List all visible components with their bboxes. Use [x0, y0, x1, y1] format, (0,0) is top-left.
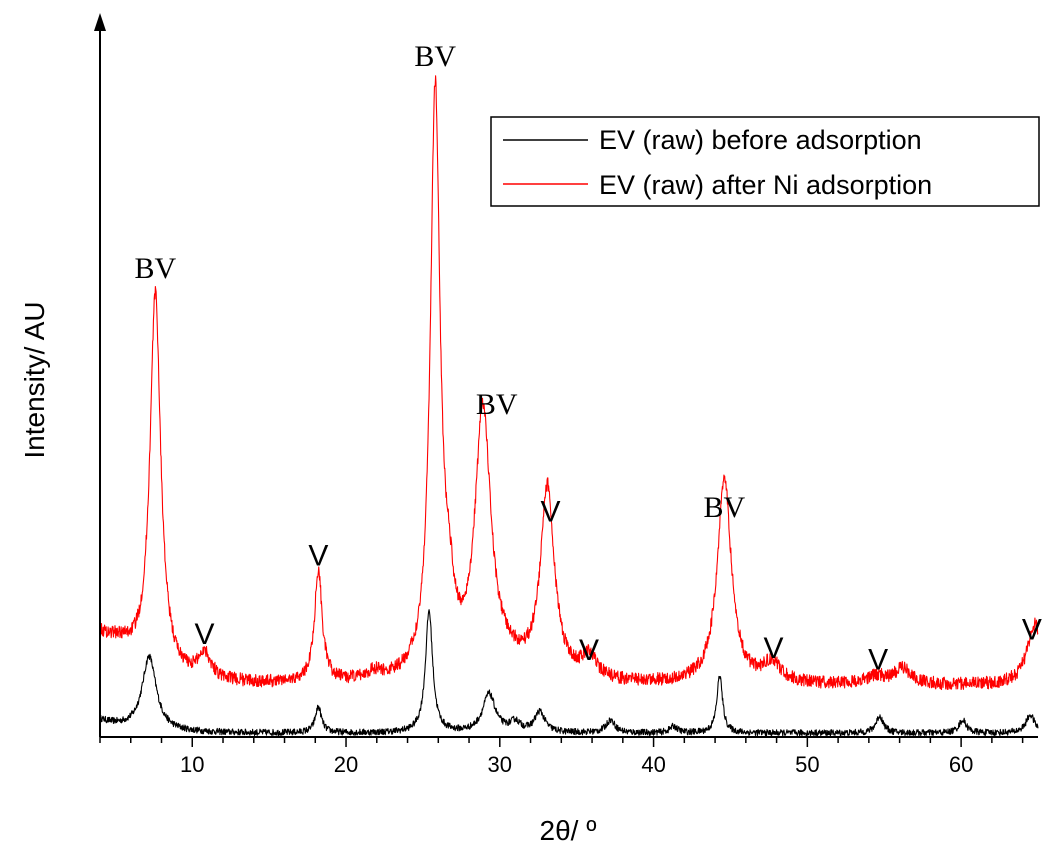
peak-label-v: V: [579, 634, 599, 667]
peak-label-bv: BV: [703, 491, 745, 524]
x-tick-label: 20: [334, 752, 358, 777]
peak-label-v: V: [1022, 613, 1042, 646]
y-axis-title: Intensity/ AU: [19, 301, 50, 458]
legend-label-after: EV (raw) after Ni adsorption: [599, 170, 932, 200]
peak-annotations: BV V V BV BV V V BV V V V: [135, 40, 1042, 676]
x-tick-label: 50: [795, 752, 819, 777]
series-layer: [99, 75, 1039, 737]
y-axis-arrow-icon: [94, 13, 106, 31]
peak-label-bv: BV: [414, 40, 456, 73]
legend-label-before: EV (raw) before adsorption: [599, 125, 922, 155]
x-tick-label: 60: [949, 752, 973, 777]
x-tick-label: 30: [488, 752, 512, 777]
x-ticks: 10 20 30 40 50 60: [99, 737, 1024, 777]
axes: [94, 13, 1038, 738]
x-axis-title: 2θ/ º: [540, 815, 597, 846]
legend: EV (raw) before adsorption EV (raw) afte…: [490, 116, 1040, 207]
peak-label-bv: BV: [476, 388, 518, 421]
peak-label-v: V: [308, 540, 328, 573]
peak-label-v: V: [764, 632, 784, 665]
peak-label-v: V: [868, 644, 888, 677]
peak-label-v: V: [541, 495, 561, 528]
x-tick-label: 40: [641, 752, 665, 777]
series-line-after: [99, 75, 1039, 691]
peak-label-v: V: [195, 618, 215, 651]
x-tick-label: 10: [180, 752, 204, 777]
peak-label-bv: BV: [135, 252, 177, 285]
legend-box: [490, 116, 1040, 207]
series-line-before: [99, 609, 1039, 737]
